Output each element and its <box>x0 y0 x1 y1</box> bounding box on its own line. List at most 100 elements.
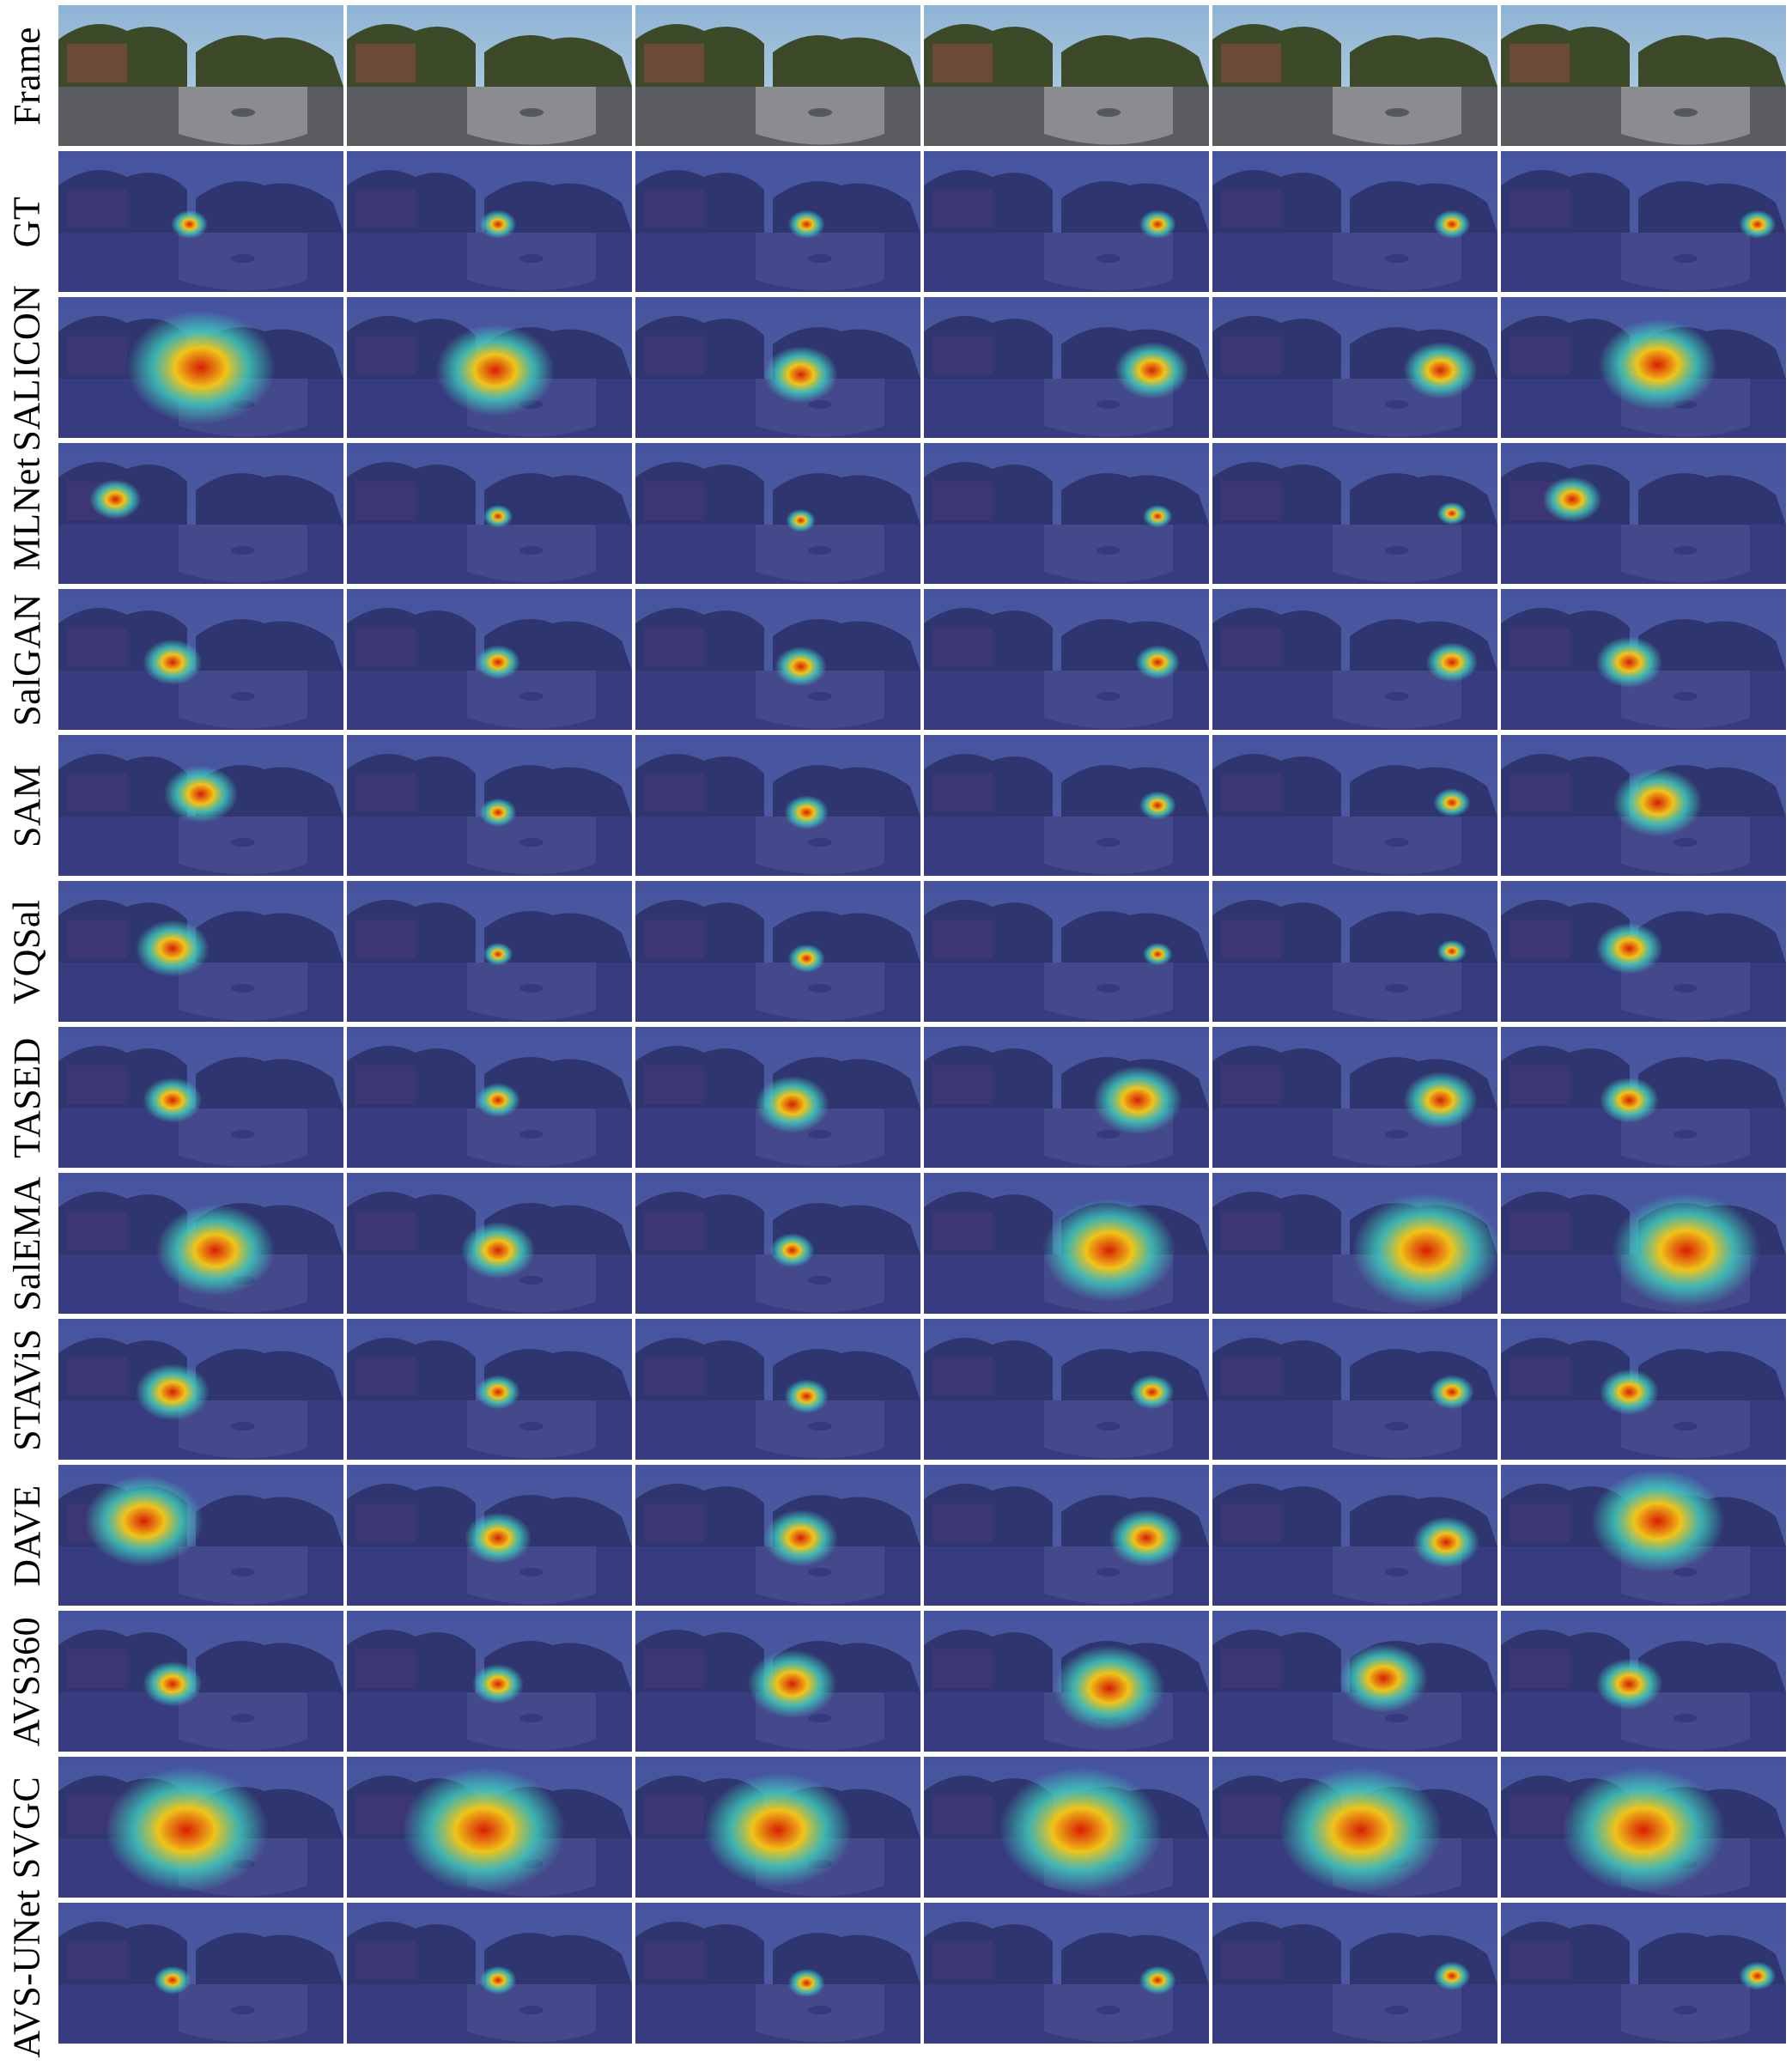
row-label-text: SalEMA <box>5 1175 48 1311</box>
saliency-map-image <box>1212 297 1497 438</box>
saliency-map-image <box>1212 1611 1497 1752</box>
saliency-map-image <box>1501 1611 1786 1752</box>
saliency-map-image <box>1212 1027 1497 1168</box>
row-label-text: AVS-UNet <box>5 1888 48 2058</box>
saliency-map-image <box>58 151 343 292</box>
row-label: AVS-UNet <box>0 1889 53 2057</box>
saliency-map-image <box>58 1903 343 2044</box>
row-label: DAVE <box>0 1465 53 1606</box>
saliency-map-image <box>1212 1173 1497 1314</box>
saliency-map-image <box>58 297 343 438</box>
saliency-map-image <box>1501 1027 1786 1168</box>
saliency-map-image <box>924 735 1209 876</box>
saliency-map-image <box>635 735 920 876</box>
saliency-map-image <box>347 1173 632 1314</box>
saliency-map-image <box>924 1027 1209 1168</box>
row-label-text: SalGAN <box>5 592 48 726</box>
saliency-map-image <box>635 1319 920 1460</box>
row-label: SVGC <box>0 1757 53 1898</box>
saliency-map-image <box>635 589 920 730</box>
saliency-map-image <box>58 1611 343 1752</box>
row-label-text: VQSal <box>5 898 48 1005</box>
saliency-map-image <box>635 1173 920 1314</box>
saliency-map-image <box>635 1611 920 1752</box>
saliency-map-image <box>635 1027 920 1168</box>
row-label-text: GT <box>5 196 48 247</box>
saliency-map-image <box>924 1319 1209 1460</box>
saliency-map-image <box>347 881 632 1022</box>
saliency-map-image <box>924 151 1209 292</box>
saliency-map-image <box>347 1319 632 1460</box>
saliency-map-image <box>635 1757 920 1898</box>
video-frame-image <box>1212 5 1497 146</box>
saliency-map-image <box>635 881 920 1022</box>
saliency-map-image <box>1501 735 1786 876</box>
saliency-map-image <box>58 1173 343 1314</box>
saliency-map-image <box>347 1903 632 2044</box>
saliency-map-image <box>58 881 343 1022</box>
row-label-text: MLNet <box>5 456 48 571</box>
saliency-map-image <box>1212 1903 1497 2044</box>
video-frame-image <box>347 5 632 146</box>
saliency-map-image <box>1212 881 1497 1022</box>
row-label: SalEMA <box>0 1173 53 1314</box>
saliency-map-image <box>924 1173 1209 1314</box>
saliency-map-image <box>1501 443 1786 584</box>
saliency-map-image <box>347 589 632 730</box>
saliency-map-image <box>1501 881 1786 1022</box>
saliency-map-image <box>347 1757 632 1898</box>
saliency-map-image <box>347 1027 632 1168</box>
saliency-map-image <box>1501 589 1786 730</box>
row-label-text: AVS360 <box>5 1616 48 1746</box>
row-label-text: TASED <box>5 1036 48 1158</box>
saliency-map-image <box>635 151 920 292</box>
saliency-map-image <box>58 443 343 584</box>
row-label-text: SALICON <box>5 283 48 452</box>
saliency-map-image <box>1212 151 1497 292</box>
saliency-map-image <box>1501 1757 1786 1898</box>
row-label: SAM <box>0 735 53 876</box>
saliency-map-image <box>924 1611 1209 1752</box>
row-label-text: SAM <box>5 763 48 847</box>
row-label-text: SVGC <box>5 1776 48 1879</box>
saliency-map-image <box>635 443 920 584</box>
saliency-map-image <box>58 1757 343 1898</box>
saliency-map-image <box>924 1465 1209 1606</box>
saliency-map-image <box>58 1465 343 1606</box>
row-label: AVS360 <box>0 1611 53 1752</box>
row-label: Frame <box>0 5 53 146</box>
saliency-map-image <box>924 589 1209 730</box>
saliency-map-image <box>1212 1319 1497 1460</box>
video-frame-image <box>635 5 920 146</box>
saliency-map-image <box>1212 1465 1497 1606</box>
row-label-text: Frame <box>5 26 48 125</box>
saliency-map-image <box>58 589 343 730</box>
saliency-map-image <box>1212 1757 1497 1898</box>
video-frame-image <box>924 5 1209 146</box>
saliency-map-image <box>58 735 343 876</box>
saliency-map-image <box>1212 735 1497 876</box>
saliency-map-image <box>1501 1903 1786 2044</box>
saliency-map-image <box>924 881 1209 1022</box>
saliency-map-image <box>1501 1465 1786 1606</box>
saliency-map-image <box>347 443 632 584</box>
row-label: SALICON <box>0 284 53 451</box>
saliency-map-image <box>58 1319 343 1460</box>
saliency-map-image <box>924 1757 1209 1898</box>
saliency-map-image <box>1501 1319 1786 1460</box>
saliency-map-image <box>347 297 632 438</box>
saliency-map-image <box>924 1903 1209 2044</box>
row-label-text: STAViS <box>5 1327 48 1451</box>
saliency-map-image <box>1212 443 1497 584</box>
row-label: TASED <box>0 1027 53 1168</box>
video-frame-image <box>1501 5 1786 146</box>
saliency-map-image <box>924 297 1209 438</box>
row-label: VQSal <box>0 881 53 1022</box>
saliency-map-image <box>1501 297 1786 438</box>
row-label: GT <box>0 151 53 292</box>
saliency-map-image <box>635 1465 920 1606</box>
saliency-map-image <box>1501 151 1786 292</box>
saliency-map-image <box>924 443 1209 584</box>
saliency-map-image <box>635 297 920 438</box>
saliency-map-image <box>347 1611 632 1752</box>
